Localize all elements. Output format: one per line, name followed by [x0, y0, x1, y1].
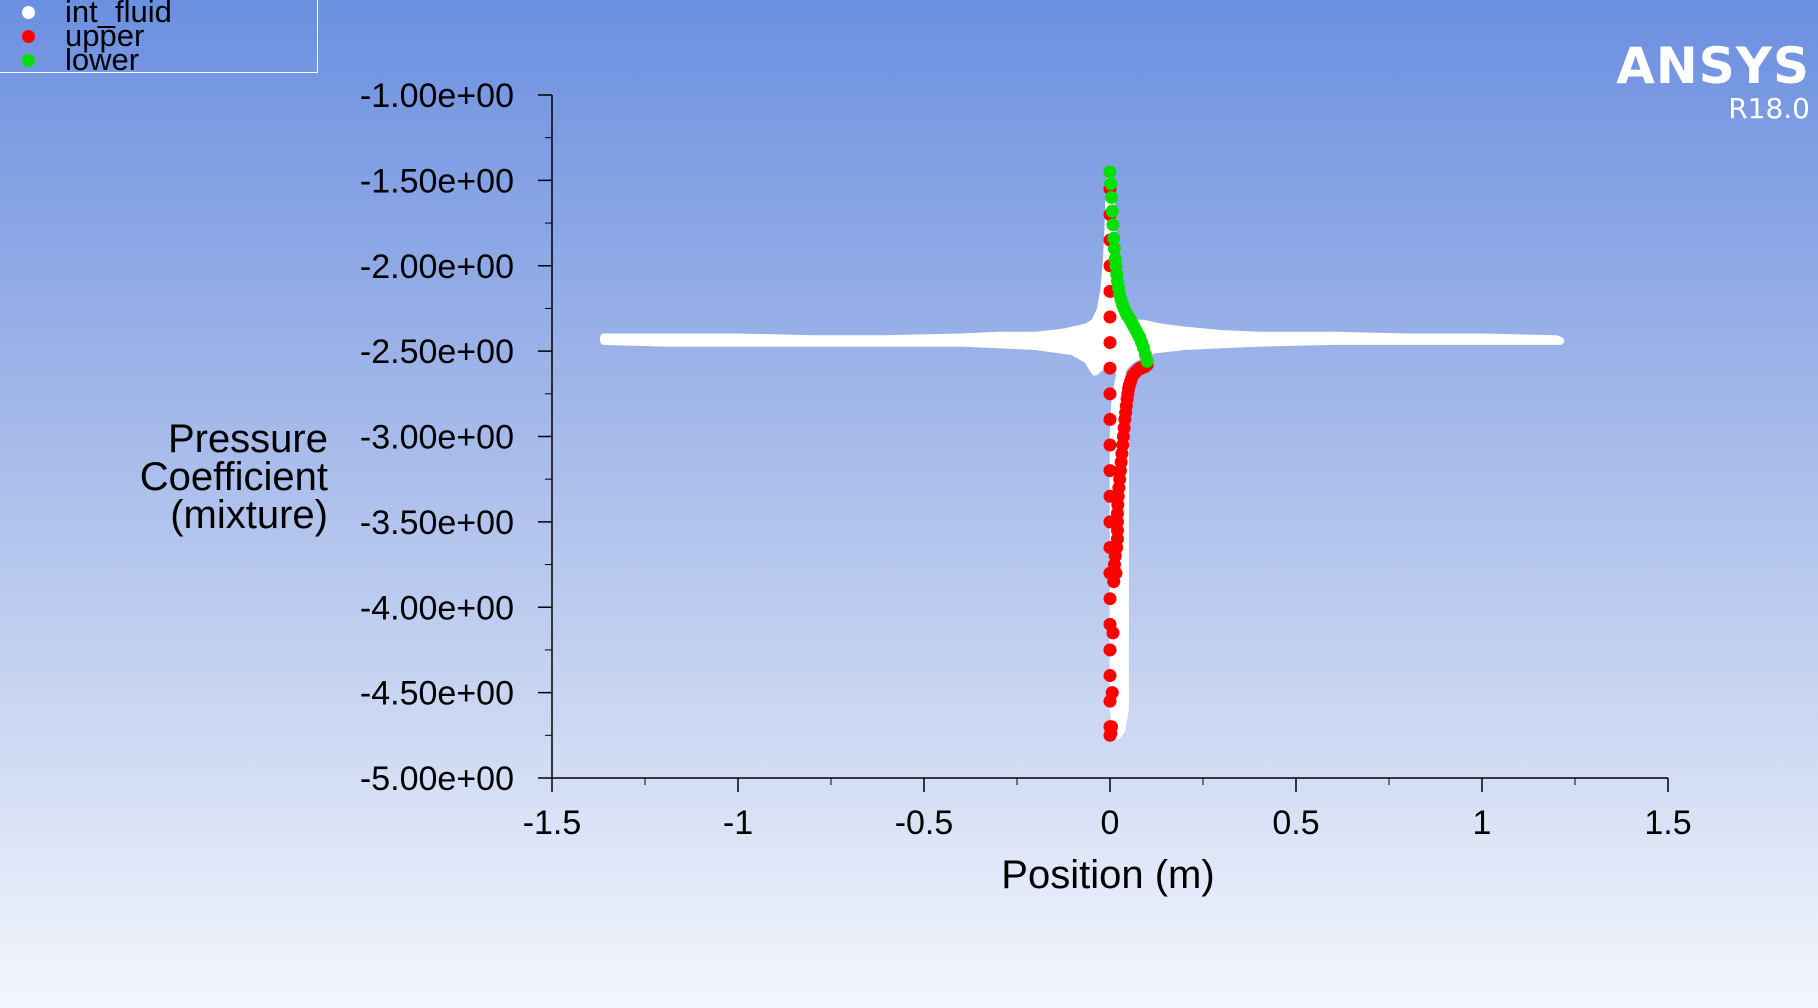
- upper-point: [1104, 720, 1118, 734]
- lower-point: [1140, 354, 1154, 368]
- x-tick-label: -1.5: [523, 804, 582, 842]
- lower-point: [1104, 190, 1118, 204]
- legend-item-int-fluid: int_fluid: [22, 0, 172, 29]
- legend-marker-upper: [22, 29, 35, 43]
- upper-point: [1103, 412, 1117, 426]
- upper-point: [1109, 566, 1123, 580]
- y-axis-label-line-2: Coefficient: [140, 455, 328, 499]
- lower-point: [1103, 165, 1117, 179]
- x-axis-label: Position (m): [1001, 853, 1214, 897]
- lower-point: [1107, 242, 1121, 256]
- upper-point: [1103, 669, 1117, 683]
- x-tick-label: 1: [1473, 804, 1492, 842]
- logo-version: R18.0: [1728, 92, 1810, 125]
- y-tick-label: -4.00e+00: [360, 589, 514, 627]
- y-tick-label: -1.00e+00: [360, 77, 514, 115]
- legend-label-lower: lower: [65, 42, 140, 77]
- y-tick-label: -4.50e+00: [360, 675, 514, 713]
- y-tick-label: -2.50e+00: [360, 333, 514, 371]
- series-lower: [1103, 165, 1154, 368]
- upper-point: [1103, 438, 1117, 452]
- axis-labels: Position (m) Pressure Coefficient (mixtu…: [140, 417, 1215, 897]
- upper-point: [1103, 592, 1117, 606]
- upper-point: [1103, 336, 1117, 350]
- y-axis-label-line-1: Pressure: [168, 417, 328, 461]
- legend-label-upper: upper: [65, 18, 145, 53]
- legend: int_fluid upper lower: [0, 0, 318, 77]
- x-tick-label: 0: [1101, 804, 1120, 842]
- axes: -1.00e+00 -1.50e+00 -2.00e+00 -2.50e+00 -3.0…: [360, 77, 1692, 842]
- upper-point: [1103, 361, 1117, 375]
- y-tick-label: -2.00e+00: [360, 248, 514, 286]
- y-tick-label: -3.00e+00: [360, 419, 514, 457]
- lower-point: [1106, 218, 1120, 232]
- lower-point: [1107, 231, 1121, 245]
- lower-point: [1104, 177, 1118, 191]
- legend-marker-int-fluid: [22, 5, 35, 19]
- upper-point: [1103, 464, 1117, 478]
- x-tick-label: 0.5: [1272, 804, 1319, 842]
- y-axis-label-line-3: (mixture): [170, 493, 328, 537]
- legend-item-lower: lower: [22, 42, 140, 77]
- lower-point: [1105, 204, 1119, 218]
- y-tick-label: -5.00e+00: [360, 760, 514, 798]
- y-tick-label: -3.50e+00: [360, 504, 514, 542]
- legend-label-int-fluid: int_fluid: [65, 0, 172, 29]
- upper-point: [1106, 626, 1120, 640]
- upper-point: [1103, 643, 1117, 657]
- upper-point: [1103, 387, 1117, 401]
- x-tick-label: -0.5: [895, 804, 954, 842]
- legend-marker-lower: [22, 53, 35, 67]
- upper-point: [1105, 686, 1119, 700]
- series-upper: [1103, 182, 1154, 742]
- series-int-fluid: [600, 176, 1565, 740]
- x-tick-label: 1.5: [1644, 804, 1691, 842]
- logo-name: ANSYS: [1616, 37, 1810, 95]
- ansys-logo: ANSYS R18.0: [1616, 38, 1810, 124]
- series-layer: [600, 165, 1565, 742]
- upper-point: [1103, 310, 1117, 324]
- x-tick-label: -1: [723, 804, 753, 842]
- legend-item-upper: upper: [22, 18, 145, 53]
- y-tick-label: -1.50e+00: [360, 162, 514, 200]
